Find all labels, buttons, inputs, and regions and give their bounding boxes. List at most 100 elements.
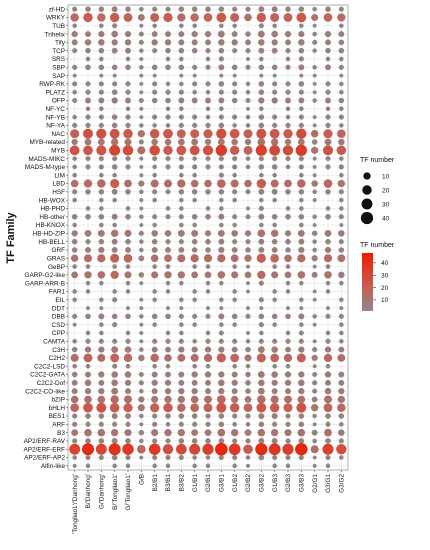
data-point — [311, 255, 318, 262]
data-point — [139, 281, 144, 286]
data-point — [205, 413, 211, 419]
data-point — [232, 156, 238, 162]
data-point — [245, 313, 251, 319]
data-point — [231, 64, 238, 71]
y-tick-label: CPP — [52, 330, 65, 337]
data-point — [178, 122, 184, 128]
data-point — [138, 354, 145, 362]
data-point — [110, 138, 119, 146]
x-tick-label: G/B — [139, 474, 146, 485]
data-point — [311, 139, 318, 145]
data-point — [192, 81, 198, 87]
data-point — [138, 255, 145, 262]
data-point — [272, 156, 278, 162]
data-point — [284, 254, 292, 263]
data-point — [84, 428, 92, 437]
data-point — [85, 264, 91, 269]
data-point — [283, 13, 293, 22]
data-point — [84, 388, 92, 395]
data-point — [218, 330, 224, 336]
data-point — [124, 39, 132, 46]
data-point — [71, 271, 79, 279]
y-tick-label: MYB-related — [29, 139, 65, 146]
x-tick-label: G/'Danhong' — [99, 474, 106, 509]
data-point — [298, 114, 304, 120]
data-point — [98, 421, 104, 427]
data-point — [150, 12, 160, 22]
data-point — [245, 380, 251, 386]
data-point — [232, 222, 237, 228]
data-point — [152, 123, 157, 128]
data-point — [231, 97, 238, 104]
data-point — [151, 39, 158, 46]
data-point — [312, 156, 317, 161]
data-point — [272, 264, 277, 269]
data-point — [111, 313, 118, 320]
data-point — [245, 438, 251, 444]
data-point — [71, 238, 78, 245]
data-point — [151, 238, 158, 245]
data-point — [312, 463, 317, 468]
data-point — [72, 322, 77, 327]
data-point — [299, 306, 304, 311]
data-point — [98, 30, 105, 38]
data-point — [204, 371, 212, 378]
data-point — [112, 363, 118, 369]
y-tick-label: C2C2-GATA — [30, 372, 66, 379]
x-tick-label: B3/B1 — [165, 474, 172, 492]
data-point — [164, 395, 172, 404]
color-legend-label: 30 — [381, 273, 389, 280]
data-point — [258, 6, 265, 13]
data-point — [72, 438, 78, 444]
data-point — [152, 89, 158, 95]
data-point — [257, 138, 266, 146]
data-point — [191, 429, 199, 437]
data-point — [312, 239, 317, 244]
data-point — [339, 338, 344, 344]
data-point — [192, 114, 198, 120]
data-point — [139, 156, 144, 161]
data-point — [109, 402, 120, 413]
data-point — [217, 271, 226, 279]
data-point — [84, 395, 92, 404]
data-point — [231, 313, 238, 320]
data-point — [285, 247, 291, 253]
data-point — [165, 247, 171, 253]
data-point — [232, 89, 238, 95]
data-point — [299, 197, 304, 203]
data-point — [205, 330, 211, 336]
data-point — [138, 180, 145, 187]
data-point — [164, 230, 172, 237]
data-point — [81, 443, 95, 456]
data-point — [137, 404, 145, 412]
data-point — [257, 371, 265, 378]
data-point — [72, 122, 78, 128]
y-tick-label: MYB — [51, 148, 65, 155]
data-point — [165, 438, 171, 444]
data-point — [111, 89, 118, 95]
data-point — [192, 64, 198, 70]
data-point — [323, 129, 333, 139]
data-point — [324, 428, 332, 437]
data-point — [98, 213, 105, 220]
data-point — [72, 89, 77, 95]
data-point — [296, 353, 306, 363]
data-point — [165, 106, 171, 112]
data-point — [125, 64, 131, 71]
data-point — [338, 346, 345, 353]
data-point — [269, 128, 280, 139]
data-point — [339, 280, 344, 286]
data-point — [325, 206, 331, 211]
data-point — [312, 314, 317, 319]
data-point — [125, 238, 131, 245]
data-point — [165, 81, 171, 87]
data-point — [112, 73, 117, 78]
data-point — [139, 297, 144, 302]
data-point — [70, 129, 80, 139]
data-point — [111, 238, 118, 245]
data-point — [232, 164, 238, 170]
data-point — [245, 338, 251, 344]
data-point — [219, 106, 224, 112]
data-point — [98, 122, 104, 128]
